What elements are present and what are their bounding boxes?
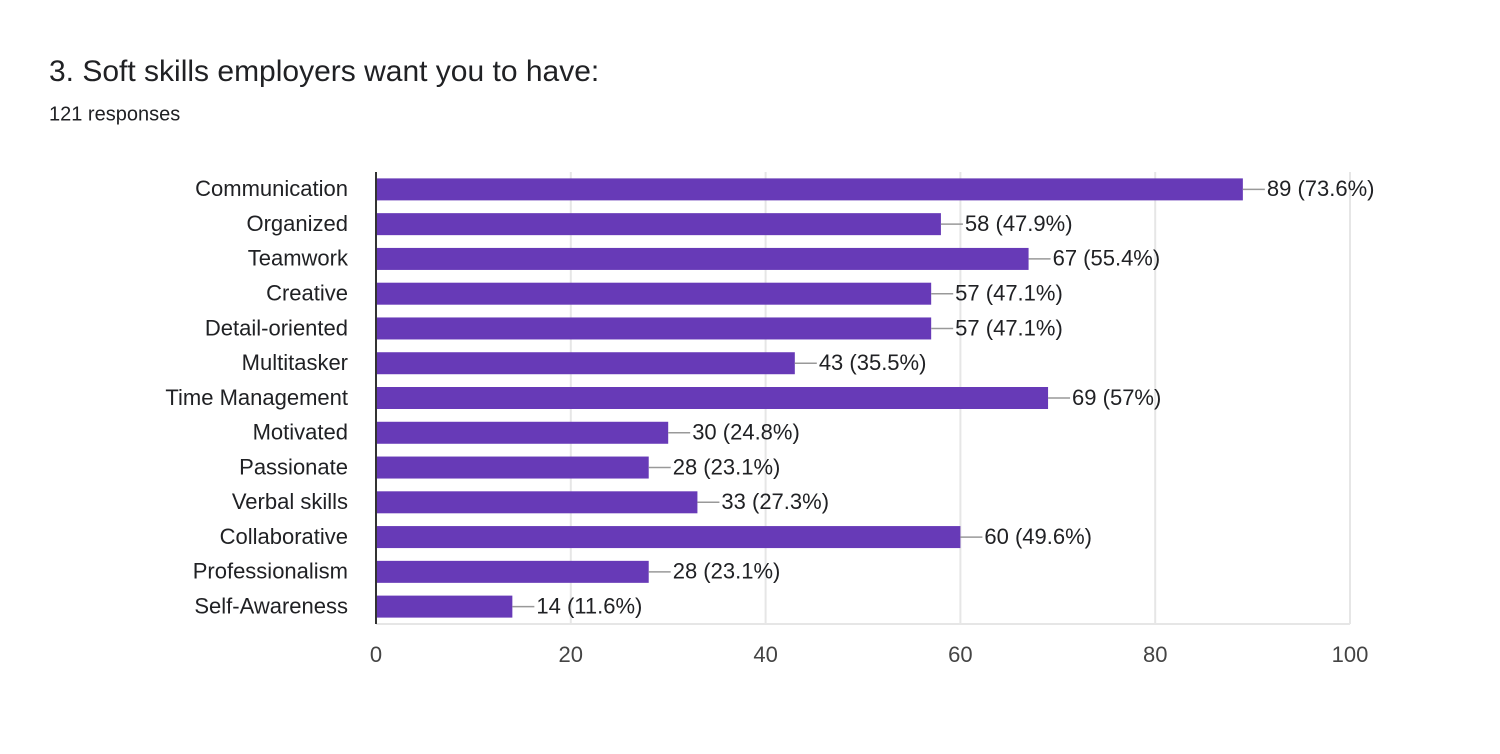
y-tick-label: Time Management: [165, 385, 348, 410]
bar: [376, 526, 961, 549]
value-label: 60 (49.6%): [984, 524, 1092, 549]
y-tick-label: Multitasker: [242, 350, 348, 375]
bar: [376, 560, 649, 583]
x-tick-label: 100: [1332, 642, 1369, 667]
y-tick-label: Self-Awareness: [194, 593, 348, 618]
y-tick-label: Verbal skills: [232, 489, 348, 514]
bar: [376, 213, 941, 236]
y-tick-label: Teamwork: [248, 246, 349, 271]
value-label: 14 (11.6%): [536, 593, 642, 618]
y-tick-label: Detail-oriented: [205, 315, 348, 340]
bar: [376, 491, 698, 514]
value-label: 28 (23.1%): [673, 559, 781, 584]
x-tick-label: 80: [1143, 642, 1167, 667]
y-tick-label: Motivated: [253, 420, 348, 445]
x-tick-label: 40: [753, 642, 777, 667]
x-tick-label: 60: [948, 642, 972, 667]
bar: [376, 387, 1049, 409]
value-label: 67 (55.4%): [1053, 246, 1161, 271]
y-tick-label: Organized: [246, 211, 348, 236]
x-tick-label: 20: [559, 642, 583, 667]
y-tick-label: Collaborative: [220, 524, 348, 549]
value-label: 89 (73.6%): [1267, 176, 1375, 201]
value-label: 57 (47.1%): [955, 281, 1063, 306]
value-label: 28 (23.1%): [673, 454, 781, 479]
bar: [376, 317, 932, 340]
value-label: 58 (47.9%): [965, 211, 1073, 236]
y-tick-label: Communication: [195, 176, 348, 201]
bar: [376, 595, 513, 618]
bar: [376, 282, 932, 305]
value-label: 43 (35.5%): [819, 350, 927, 375]
chart-subtitle: 121 responses: [49, 103, 180, 125]
value-label: 57 (47.1%): [955, 315, 1063, 340]
y-tick-label: Passionate: [239, 454, 348, 479]
bar: [376, 178, 1243, 201]
bar: [376, 456, 649, 479]
bar: [376, 421, 669, 444]
bar: [376, 247, 1029, 270]
x-tick-label: 0: [370, 642, 382, 667]
y-tick-label: Creative: [266, 281, 348, 306]
value-label: 30 (24.8%): [692, 420, 800, 445]
chart-title: 3. Soft skills employers want you to hav…: [49, 55, 599, 88]
value-label: 69 (57%): [1072, 385, 1161, 410]
y-tick-label: Professionalism: [193, 559, 348, 584]
value-label: 33 (27.3%): [721, 489, 829, 514]
bar: [376, 352, 795, 375]
